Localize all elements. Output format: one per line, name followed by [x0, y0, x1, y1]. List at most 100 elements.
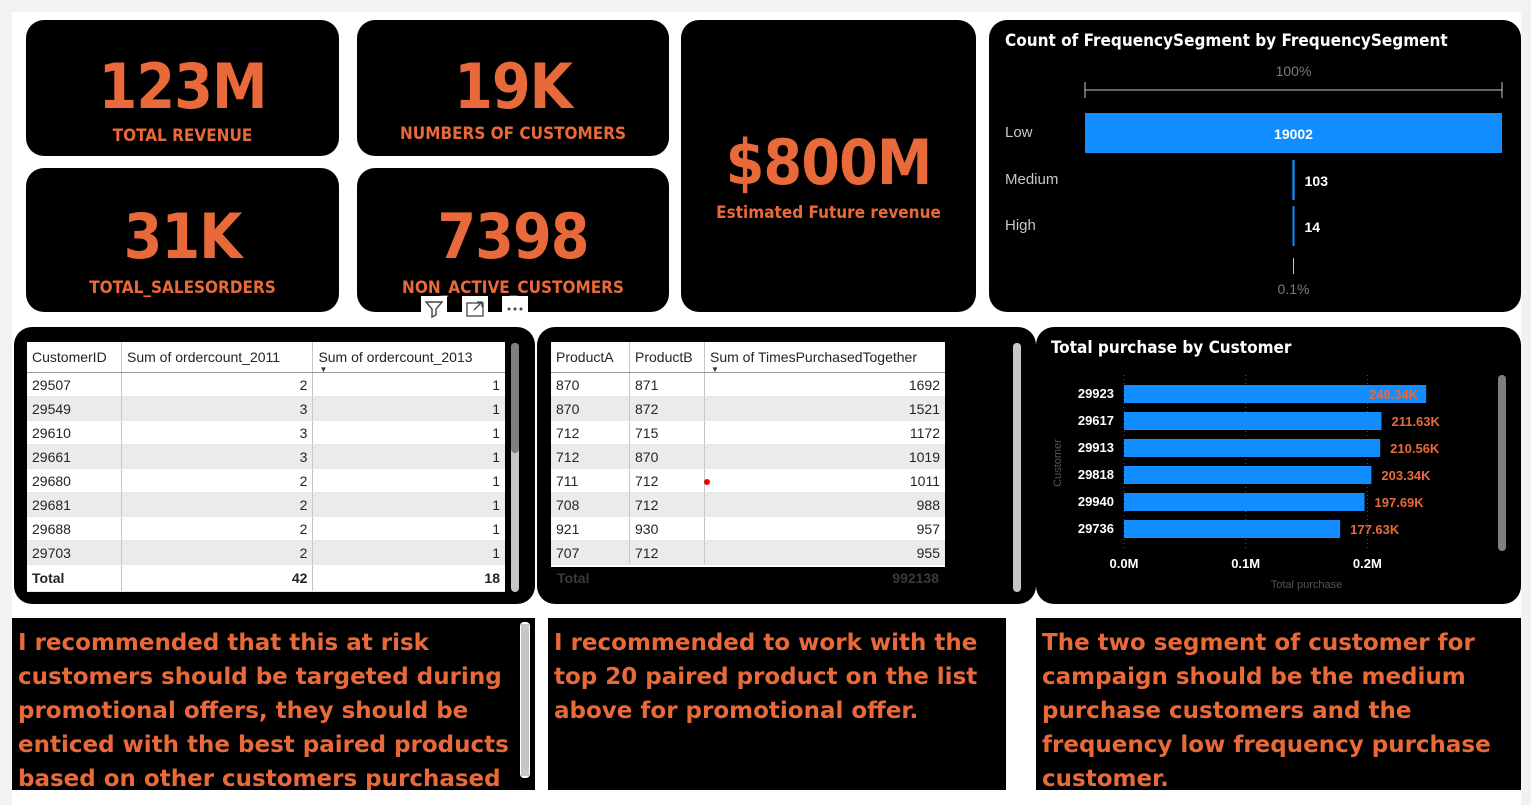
- bar: [1292, 160, 1295, 200]
- table-row[interactable]: 711 712 1011: [551, 468, 945, 493]
- table-cell: 29507: [27, 372, 122, 397]
- column-header-customer-id[interactable]: CustomerID: [27, 342, 122, 373]
- vertical-scrollbar[interactable]: [511, 343, 519, 592]
- table-cell: 29681: [27, 492, 122, 517]
- kpi-card-non-active-customers[interactable]: 7398 NON_ACTIVE_CUSTOMERS: [357, 168, 669, 312]
- kpi-value: 7398: [437, 200, 589, 273]
- table-cell: 871: [629, 372, 705, 397]
- data-label: 211.63K: [1391, 414, 1440, 429]
- bar: [1124, 439, 1381, 457]
- vertical-scrollbar[interactable]: [1013, 343, 1021, 592]
- table-cell: 708: [551, 492, 630, 517]
- table-row[interactable]: 29681 2 1: [27, 492, 505, 517]
- table-row[interactable]: 29507 2 1: [27, 372, 505, 397]
- vertical-scrollbar[interactable]: [520, 622, 530, 778]
- frequency-segment-chart[interactable]: Count of FrequencySegment by FrequencySe…: [989, 20, 1521, 312]
- table-row[interactable]: 29610 3 1: [27, 420, 505, 445]
- kpi-card-customers[interactable]: 19K NUMBERS OF CUSTOMERS: [357, 20, 669, 156]
- table-cell: 870: [629, 444, 705, 469]
- scrollbar-thumb[interactable]: [1013, 343, 1021, 403]
- table-cell: 870: [551, 396, 630, 421]
- table-row[interactable]: 708 712 988: [551, 492, 945, 517]
- total-purchase-chart[interactable]: Total purchase by Customer 0.0M 0.1M 0.2M T…: [1036, 327, 1521, 604]
- table-cell: 3: [121, 420, 314, 445]
- column-header-ordercount-2011[interactable]: Sum of ordercount_2011: [121, 342, 314, 373]
- axis-bottom-label: 0.1%: [1278, 281, 1310, 297]
- data-label: 203.34K: [1381, 468, 1431, 483]
- column-header-times-purchased-together[interactable]: Sum of TimesPurchasedTogether ▼: [704, 342, 945, 374]
- category-label: High: [1005, 217, 1036, 234]
- table-cell: 712: [629, 468, 705, 493]
- category-label: 29736: [1078, 521, 1114, 536]
- table-row[interactable]: 870 872 1521: [551, 396, 945, 421]
- kpi-card-total-revenue[interactable]: 123M TOTAL REVENUE: [26, 20, 339, 156]
- kpi-label: NUMBERS OF CUSTOMERS: [400, 124, 626, 144]
- recommendation-at-risk-customers[interactable]: I recommended that this at risk customer…: [12, 618, 535, 790]
- product-pairs-table-card[interactable]: ProductA ProductB Sum of TimesPurchasedT…: [537, 327, 1036, 604]
- recommendation-paired-products[interactable]: I recommended to work with the top 20 pa…: [548, 618, 1006, 790]
- column-header-product-a[interactable]: ProductA: [551, 342, 630, 373]
- axis-top-label: 100%: [1276, 63, 1312, 79]
- table-cell: 3: [121, 396, 314, 421]
- table-row[interactable]: 29549 3 1: [27, 396, 505, 421]
- table-cell: 872: [629, 396, 705, 421]
- product-pairs-table: ProductA ProductB Sum of TimesPurchasedT…: [551, 342, 945, 567]
- filter-icon[interactable]: [421, 296, 447, 322]
- table-row[interactable]: 870 871 1692: [551, 372, 945, 397]
- column-header-ordercount-2013[interactable]: Sum of ordercount_2013 ▼: [312, 342, 505, 374]
- table-cell: 707: [551, 540, 630, 565]
- table-row[interactable]: 712 715 1172: [551, 420, 945, 445]
- bar: [1292, 206, 1295, 246]
- kpi-card-sales-orders[interactable]: 31K TOTAL_SALESORDERS: [26, 168, 339, 312]
- recommendation-text: I recommended to work with the top 20 pa…: [554, 630, 986, 724]
- scrollbar-thumb[interactable]: [1498, 375, 1506, 551]
- category-label: Medium: [1005, 171, 1058, 188]
- data-label: 248.34K: [1369, 387, 1419, 402]
- table-cell: 1: [312, 420, 505, 445]
- table-cell: 715: [629, 420, 705, 445]
- kpi-card-future-revenue[interactable]: $800M Estimated Future revenue: [681, 20, 976, 312]
- table-cell: 1: [312, 468, 505, 493]
- column-header-label: Sum of TimesPurchasedTogether: [710, 349, 917, 365]
- table-row[interactable]: 712 870 1019: [551, 444, 945, 469]
- table-row[interactable]: 921 930 957: [551, 516, 945, 541]
- table-cell: 712: [551, 444, 630, 469]
- table-cell: 1692: [704, 372, 945, 397]
- table-cell: 2: [121, 540, 314, 565]
- table-cell: 29680: [27, 468, 122, 493]
- kpi-label: Estimated Future revenue: [716, 203, 941, 223]
- focus-mode-icon[interactable]: [462, 296, 488, 322]
- table-cell: 1: [312, 372, 505, 397]
- data-label: 14: [1305, 219, 1321, 235]
- column-header-product-b[interactable]: ProductB: [629, 342, 705, 373]
- more-options-icon[interactable]: [502, 296, 528, 322]
- table-row[interactable]: 29680 2 1: [27, 468, 505, 493]
- table-row[interactable]: 29703 2 1: [27, 540, 505, 565]
- y-axis-label: Customer: [1052, 439, 1064, 487]
- scrollbar-thumb[interactable]: [511, 343, 519, 453]
- table-row[interactable]: 707 712 955: [551, 540, 945, 565]
- table-cell: 921: [551, 516, 630, 541]
- kpi-label: TOTAL_SALESORDERS: [89, 278, 276, 298]
- selection-marker: [704, 479, 710, 485]
- table-cell: 2: [121, 468, 314, 493]
- category-label: 29923: [1078, 386, 1114, 401]
- table-cell: 712: [551, 420, 630, 445]
- recommendation-text: The two segment of customer for campaign…: [1042, 630, 1507, 790]
- product-table-total-row: Total 992138: [551, 567, 945, 591]
- category-label: Low: [1005, 124, 1033, 141]
- category-label: 29940: [1078, 494, 1114, 509]
- x-tick-label: 0.1M: [1231, 556, 1260, 571]
- sort-descending-icon: ▼: [319, 365, 328, 374]
- table-row[interactable]: 29661 3 1: [27, 444, 505, 469]
- scrollbar-thumb[interactable]: [521, 624, 529, 776]
- table-cell: 1: [312, 516, 505, 541]
- customer-orders-table-card[interactable]: CustomerID Sum of ordercount_2011 Sum of…: [14, 327, 535, 604]
- table-row[interactable]: 29688 2 1: [27, 516, 505, 541]
- bar: [1124, 493, 1365, 511]
- data-label: 197.69K: [1375, 495, 1425, 510]
- table-cell: 29688: [27, 516, 122, 541]
- vertical-scrollbar[interactable]: [1498, 375, 1506, 551]
- category-label: 29818: [1078, 467, 1114, 482]
- recommendation-customer-segments[interactable]: The two segment of customer for campaign…: [1036, 618, 1521, 790]
